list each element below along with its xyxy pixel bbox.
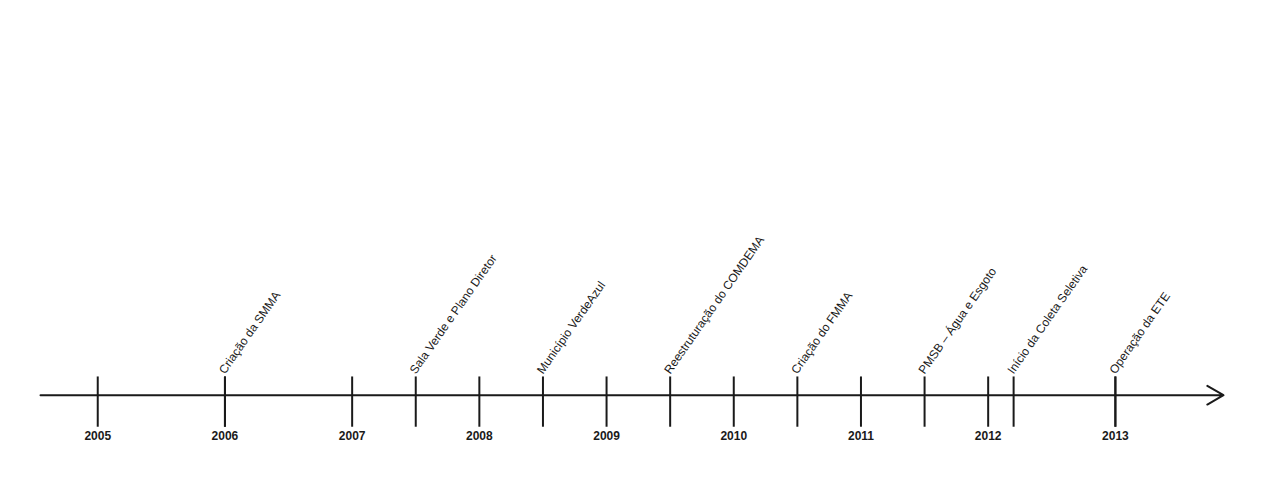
svg-text:2008: 2008: [466, 429, 493, 443]
svg-text:Criação do FMMA: Criação do FMMA: [788, 289, 855, 376]
svg-text:Criação da SMMA: Criação da SMMA: [216, 289, 283, 377]
svg-text:Início da Coleta Seletiva: Início da Coleta Seletiva: [1005, 262, 1091, 376]
svg-text:2005: 2005: [84, 429, 111, 443]
svg-text:2011: 2011: [848, 429, 874, 443]
svg-text:2010: 2010: [720, 429, 747, 443]
svg-text:Sala Verde e Plano Diretor: Sala Verde e Plano Diretor: [407, 252, 500, 376]
svg-text:Reestruturação do COMDEMA: Reestruturação do COMDEMA: [661, 233, 767, 376]
svg-text:2007: 2007: [339, 429, 366, 443]
svg-text:PMSB – Água e Esgoto: PMSB – Água e Esgoto: [915, 264, 1000, 376]
svg-text:2012: 2012: [975, 429, 1002, 443]
svg-text:Operação da ETE: Operação da ETE: [1106, 290, 1173, 377]
svg-text:2009: 2009: [593, 429, 620, 443]
svg-text:2006: 2006: [212, 429, 239, 443]
svg-text:Município VerdeAzul: Município VerdeAzul: [534, 279, 608, 377]
svg-text:2013: 2013: [1102, 429, 1129, 443]
